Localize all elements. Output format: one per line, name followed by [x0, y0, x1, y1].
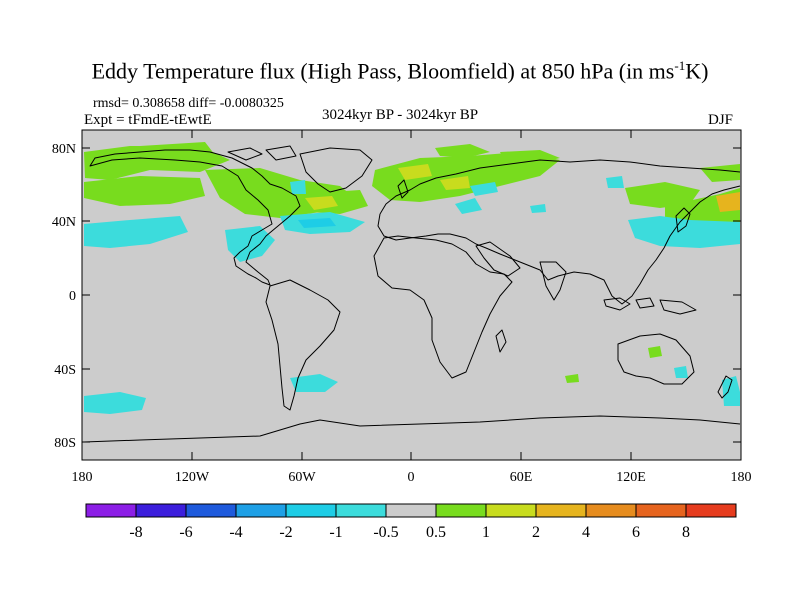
- colorbar-label-1: -6: [179, 524, 192, 541]
- lon-label-120e: 120E: [616, 470, 646, 485]
- coastlines: [83, 145, 741, 443]
- colorbar-box-10: [585, 503, 637, 518]
- colorbar-label-7: 1: [482, 524, 490, 541]
- title-superscript: -1: [674, 58, 686, 73]
- colorbar-label-0: -8: [129, 524, 142, 541]
- lon-ticks: [81, 130, 742, 460]
- title-end: K): [685, 58, 709, 84]
- lat-label-0: 0: [69, 289, 76, 304]
- lat-label-80n: 80N: [52, 142, 76, 157]
- lat-ticks: [82, 147, 741, 443]
- lon-label-180e: 180: [731, 470, 752, 485]
- colorbar-label-9: 4: [582, 524, 590, 541]
- colorbar-label-3: -2: [279, 524, 292, 541]
- colorbar-box-2: [185, 503, 237, 518]
- orange-anomaly-patches: [716, 192, 740, 212]
- lon-label-120w: 120W: [175, 470, 210, 485]
- title-main: Eddy Temperature flux (High Pass, Bloomf…: [91, 58, 675, 84]
- colorbar-label-8: 2: [532, 524, 540, 541]
- colorbar-box-4: [285, 503, 337, 518]
- colorbar-label-2: -4: [229, 524, 242, 541]
- lat-label-40n: 40N: [52, 215, 76, 230]
- colorbar-label-5: -0.5: [373, 524, 398, 541]
- colorbar-box-9: [535, 503, 587, 518]
- colorbar: [85, 503, 737, 518]
- period-label: 3024kyr BP - 3024kyr BP: [322, 107, 479, 123]
- colorbar-label-6: 0.5: [426, 524, 446, 541]
- lon-label-60w: 60W: [288, 470, 316, 485]
- colorbar-box-11: [635, 503, 687, 518]
- colorbar-label-11: 8: [682, 524, 690, 541]
- yellow-anomaly-patches: [305, 164, 470, 210]
- lon-labels: 180 120W 60W 0 60E 120E 180: [72, 470, 752, 485]
- negative-anomaly-patches: [84, 176, 740, 414]
- lon-label-180w: 180: [72, 470, 93, 485]
- season-label: DJF: [708, 112, 734, 128]
- lon-label-60e: 60E: [510, 470, 533, 485]
- colorbar-box-1: [135, 503, 187, 518]
- colorbar-box-12: [685, 503, 737, 518]
- lat-labels: 80N 40N 0 40S 80S: [52, 142, 76, 451]
- light-blue-patches: [298, 218, 336, 228]
- colorbar-box-8: [485, 503, 537, 518]
- lon-label-0: 0: [408, 470, 415, 485]
- colorbar-box-3: [235, 503, 287, 518]
- colorbar-box-6: [385, 503, 437, 518]
- colorbar-box-7: [435, 503, 487, 518]
- lat-label-80s: 80S: [54, 436, 76, 451]
- stats-text: rmsd= 0.308658 diff= -0.0080325: [93, 96, 284, 111]
- lat-label-40s: 40S: [54, 363, 76, 378]
- colorbar-label-4: -1: [329, 524, 342, 541]
- colorbar-label-10: 6: [632, 524, 640, 541]
- plot-title: Eddy Temperature flux (High Pass, Bloomf…: [0, 58, 800, 84]
- colorbar-box-0: [85, 503, 137, 518]
- colorbar-labels: -8 -6 -4 -2 -1 -0.5 0.5 1 2 4 6 8: [129, 524, 690, 541]
- colorbar-box-5: [335, 503, 387, 518]
- experiment-label: Expt = tFmdE-tEwtE: [84, 112, 212, 128]
